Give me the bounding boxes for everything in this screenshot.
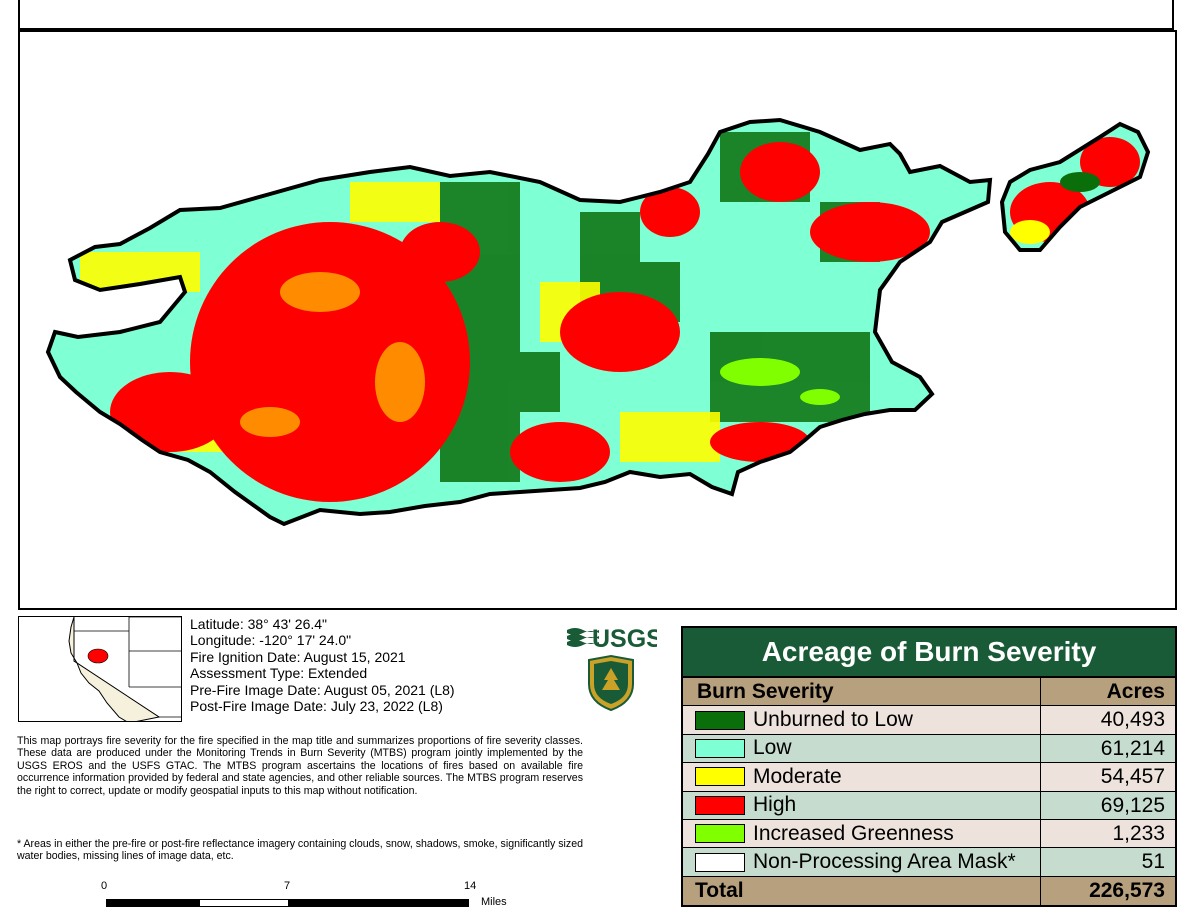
row-value: 40,493	[1100, 708, 1165, 732]
fire-location-marker	[87, 648, 109, 664]
svg-text:USGS: USGS	[592, 625, 657, 652]
row-label: Moderate	[753, 764, 842, 788]
usgs-logo: USGS	[565, 624, 663, 657]
fire-info: Latitude: 38° 43' 26.4" Longitude: -120°…	[190, 616, 455, 714]
legend-swatch-unburned-to-low	[695, 710, 745, 730]
total-label: Total	[683, 876, 1041, 906]
usfs-shield-logo	[586, 654, 636, 717]
legend-swatch-increased-greenness	[695, 824, 745, 844]
legend-swatch-moderate	[695, 767, 745, 787]
row-label: Unburned to Low	[753, 708, 913, 732]
ignition-date: Fire Ignition Date: August 15, 2021	[190, 648, 406, 665]
row-label: Increased Greenness	[753, 821, 954, 845]
row-label: Low	[753, 736, 792, 760]
row-value: 61,214	[1100, 736, 1165, 760]
table-row: Non-Processing Area Mask* 51	[683, 848, 1175, 877]
scale-unit: Miles	[481, 896, 507, 908]
post-fire-date: Post-Fire Image Date: July 23, 2022 (L8)	[190, 698, 443, 715]
scale-segment	[106, 899, 199, 907]
total-value: 226,573	[1089, 878, 1165, 902]
table-total-row: Total 226,573	[683, 876, 1175, 906]
footnote-text: * Areas in either the pre-fire or post-f…	[17, 838, 583, 863]
scale-segment	[289, 899, 469, 907]
fire-perimeter-map	[46, 118, 1150, 526]
legend-swatch-low	[695, 738, 745, 758]
longitude: Longitude: -120° 17' 24.0"	[190, 632, 352, 649]
table-row: Low 61,214	[683, 734, 1175, 764]
row-value: 69,125	[1100, 793, 1165, 817]
burn-severity-table: Acreage of Burn Severity Burn Severity A…	[681, 626, 1177, 908]
row-label: Non-Processing Area Mask*	[753, 850, 1016, 874]
table-row: Unburned to Low 40,493	[683, 706, 1175, 735]
scale-tick-14: 14	[464, 880, 477, 892]
legend-swatch-non-processing-mask	[695, 852, 745, 872]
row-value: 51	[1141, 850, 1165, 874]
pre-fire-date: Pre-Fire Image Date: August 05, 2021 (L8…	[190, 681, 455, 698]
disclaimer-text: This map portrays fire severity for the …	[17, 735, 583, 797]
table-row: Increased Greenness 1,233	[683, 819, 1175, 849]
header-acres: Acres	[1106, 680, 1165, 703]
table-row: Moderate 54,457	[683, 763, 1175, 792]
legend-swatch-high	[695, 795, 745, 815]
row-value: 54,457	[1100, 765, 1165, 789]
title-frame	[18, 0, 1174, 30]
table-header-row: Burn Severity Acres	[683, 678, 1175, 707]
locator-inset-map	[18, 616, 182, 722]
table-row: High 69,125	[683, 791, 1175, 820]
latitude: Latitude: 38° 43' 26.4"	[190, 616, 328, 632]
scale-segment	[199, 899, 289, 907]
scale-bar: 0 7 14 Miles	[95, 880, 535, 910]
scale-tick-0: 0	[101, 880, 108, 892]
row-label: High	[753, 793, 797, 817]
scale-tick-7: 7	[284, 880, 291, 892]
header-burn-severity: Burn Severity	[683, 678, 1041, 706]
table-title: Acreage of Burn Severity	[683, 628, 1175, 678]
row-value: 1,233	[1112, 821, 1165, 845]
burn-severity-map[interactable]	[18, 30, 1177, 610]
assessment-type: Assessment Type: Extended	[190, 665, 368, 682]
